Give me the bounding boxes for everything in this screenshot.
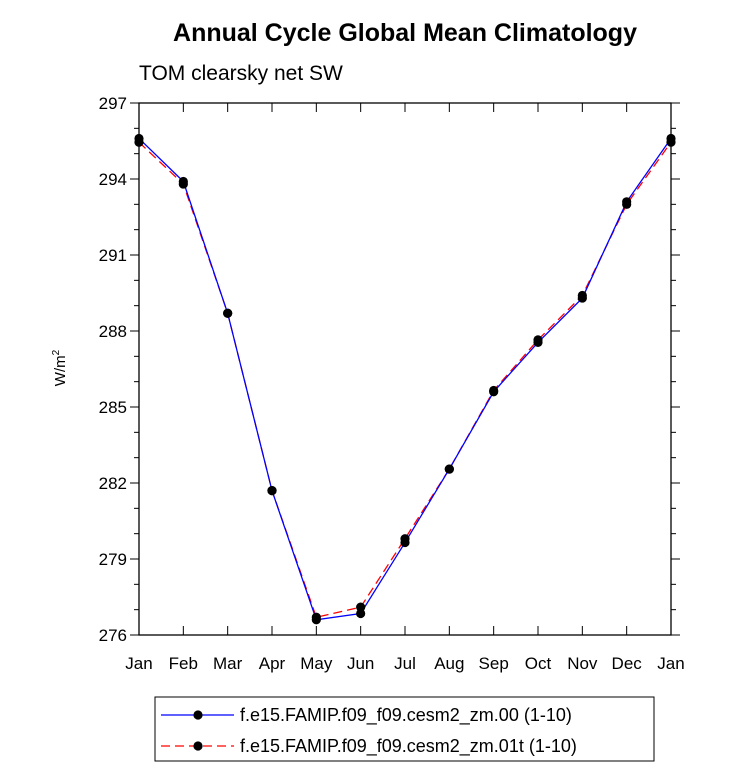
data-point-s1-7 <box>444 464 454 474</box>
legend-marker-0 <box>193 710 203 720</box>
y-axis-label-superscript: 2 <box>51 349 62 355</box>
legend: f.e15.FAMIP.f09_f09.cesm2_zm.00 (1-10) f.… <box>154 696 655 762</box>
chart-title: Annual Cycle Global Mean Climatology <box>173 19 637 47</box>
x-tick-label: Apr <box>259 654 286 673</box>
x-tick-label: Oct <box>525 654 552 673</box>
data-point-s1-9 <box>533 335 543 345</box>
data-point-s1-11 <box>622 199 632 209</box>
x-tick-label: Jan <box>125 654 152 673</box>
series-lines <box>138 138 672 621</box>
data-point-s1-5 <box>356 602 366 612</box>
x-tick-label: Jan <box>657 654 684 673</box>
y-tick-label: 291 <box>99 246 127 265</box>
data-point-s1-8 <box>489 385 499 396</box>
axis-ticks <box>130 102 680 636</box>
y-tick-label: 282 <box>99 474 127 493</box>
x-tick-label: Aug <box>434 654 464 673</box>
data-point-s1-10 <box>577 290 587 301</box>
y-axis-label-unit: W/m <box>52 355 69 386</box>
y-tick-label: 294 <box>99 170 127 189</box>
legend-marker-1 <box>193 741 203 751</box>
data-point-s1-1 <box>178 179 188 189</box>
legend-box <box>154 696 655 762</box>
chart-subtitle: TOM clearsky net SW <box>139 62 343 85</box>
data-point-s0-5 <box>356 608 366 619</box>
x-tick-label: May <box>300 654 333 673</box>
y-tick-label: 288 <box>99 322 127 341</box>
x-tick-label: Dec <box>612 654 643 673</box>
x-tick-label: Jul <box>394 654 416 673</box>
x-tick-label: Jun <box>347 654 374 673</box>
series-markers <box>134 133 676 625</box>
x-tick-label: Mar <box>213 654 243 673</box>
legend-label-0: f.e15.FAMIP.f09_f09.cesm2_zm.00 (1-10) <box>240 705 572 726</box>
y-tick-label: 297 <box>99 94 127 113</box>
data-point-s1-4 <box>311 612 321 622</box>
y-tick-label: 285 <box>99 398 127 417</box>
y-axis-label: W/m2 <box>51 349 69 386</box>
x-tick-label: Nov <box>567 654 598 673</box>
x-tick-label: Feb <box>169 654 198 673</box>
data-point-s1-3 <box>267 486 277 496</box>
legend-label-1: f.e15.FAMIP.f09_f09.cesm2_zm.01t (1-10) <box>240 736 577 757</box>
tick-labels: Jan Feb Mar Apr May Jun Jul Aug Sep Oct Nov Dec Jan 2… <box>99 94 685 673</box>
legend-items: f.e15.FAMIP.f09_f09.cesm2_zm.00 (1-10) f.… <box>161 705 577 757</box>
x-tick-label: Sep <box>479 654 509 673</box>
data-point-s1-6 <box>400 534 410 544</box>
data-point-s1-2 <box>223 308 233 318</box>
y-tick-label: 279 <box>99 550 127 569</box>
series-line-0 <box>138 138 672 621</box>
y-tick-label: 276 <box>99 626 127 645</box>
plot-frame <box>138 102 672 636</box>
